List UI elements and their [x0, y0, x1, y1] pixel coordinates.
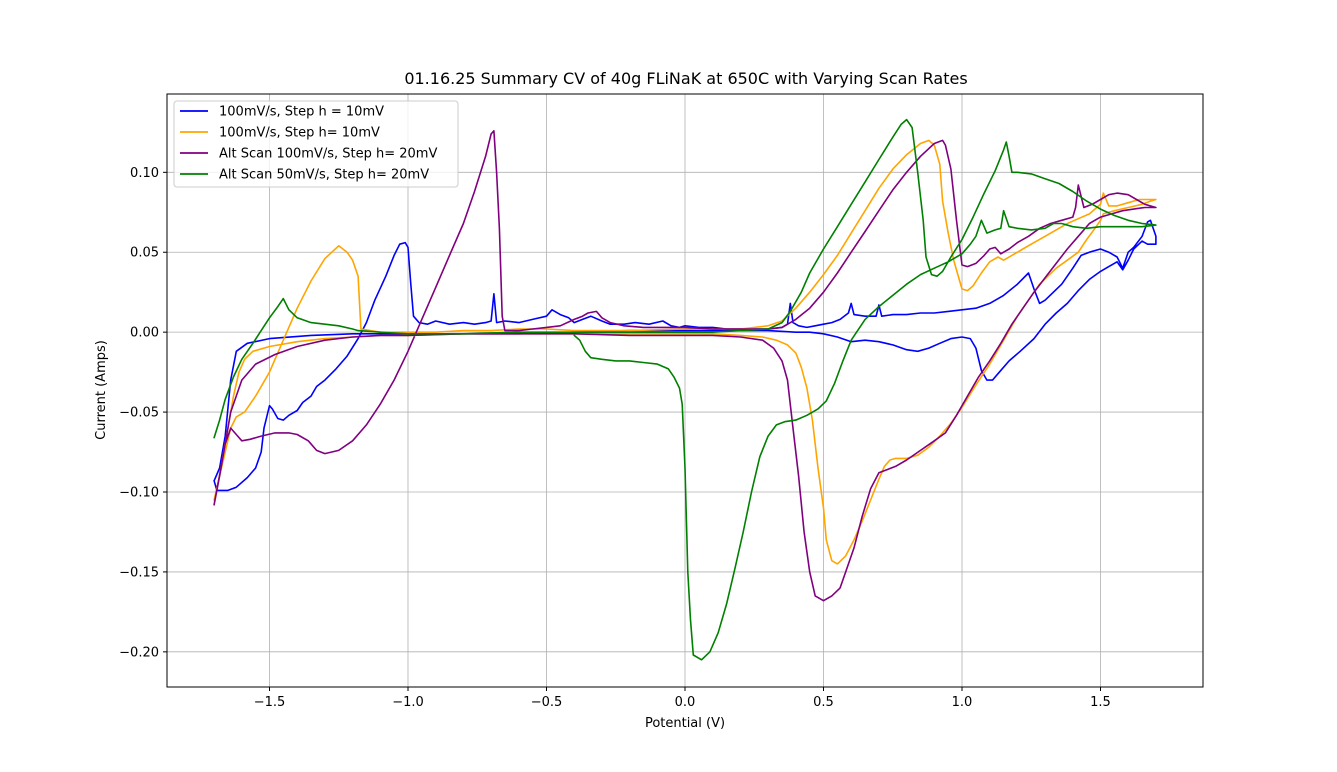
legend: 100mV/s, Step h = 10mV 100mV/s, Step h= 1…: [173, 100, 459, 188]
y-tick-label: −0.05: [119, 406, 159, 421]
y-tick-label: 0.00: [130, 326, 159, 341]
series-layer: [213, 118, 1157, 661]
legend-label-2: 100mV/s, Step h= 10mV: [219, 126, 380, 141]
x-tick-label: 1.5: [1090, 695, 1111, 710]
y-tick-label: −0.15: [119, 565, 159, 580]
x-tick-label: −1.0: [392, 695, 424, 710]
legend-label-3: Alt Scan 100mV/s, Step h= 20mV: [219, 147, 437, 162]
y-tick-label: −0.10: [119, 485, 159, 500]
chart-title: 01.16.25 Summary CV of 40g FLiNaK at 650…: [404, 69, 967, 88]
x-tick-label: 0.0: [675, 695, 696, 710]
y-tick-label: −0.20: [119, 645, 159, 660]
x-axis-label: Potential (V): [645, 716, 725, 731]
y-axis-ticks: 0.10 0.05 0.00 −0.05 −0.10 −0.15 −0.20: [119, 166, 167, 660]
x-tick-label: −0.5: [531, 695, 563, 710]
x-tick-label: −1.5: [254, 695, 286, 710]
x-tick-label: 1.0: [952, 695, 973, 710]
y-tick-label: 0.10: [130, 166, 159, 181]
series-line-4: [213, 118, 1157, 661]
series-line-3: [213, 130, 1157, 602]
y-axis-label: Current (Amps): [94, 340, 109, 440]
series-line-1: [213, 219, 1157, 492]
y-tick-label: 0.05: [130, 246, 159, 261]
x-tick-label: 0.5: [813, 695, 834, 710]
series-line-2: [213, 139, 1157, 565]
x-axis-ticks: −1.5 −1.0 −0.5 0.0 0.5 1.0 1.5: [254, 687, 1111, 710]
legend-frame: [173, 100, 459, 188]
legend-label-4: Alt Scan 50mV/s, Step h= 20mV: [219, 168, 429, 183]
legend-label-1: 100mV/s, Step h = 10mV: [219, 105, 384, 120]
